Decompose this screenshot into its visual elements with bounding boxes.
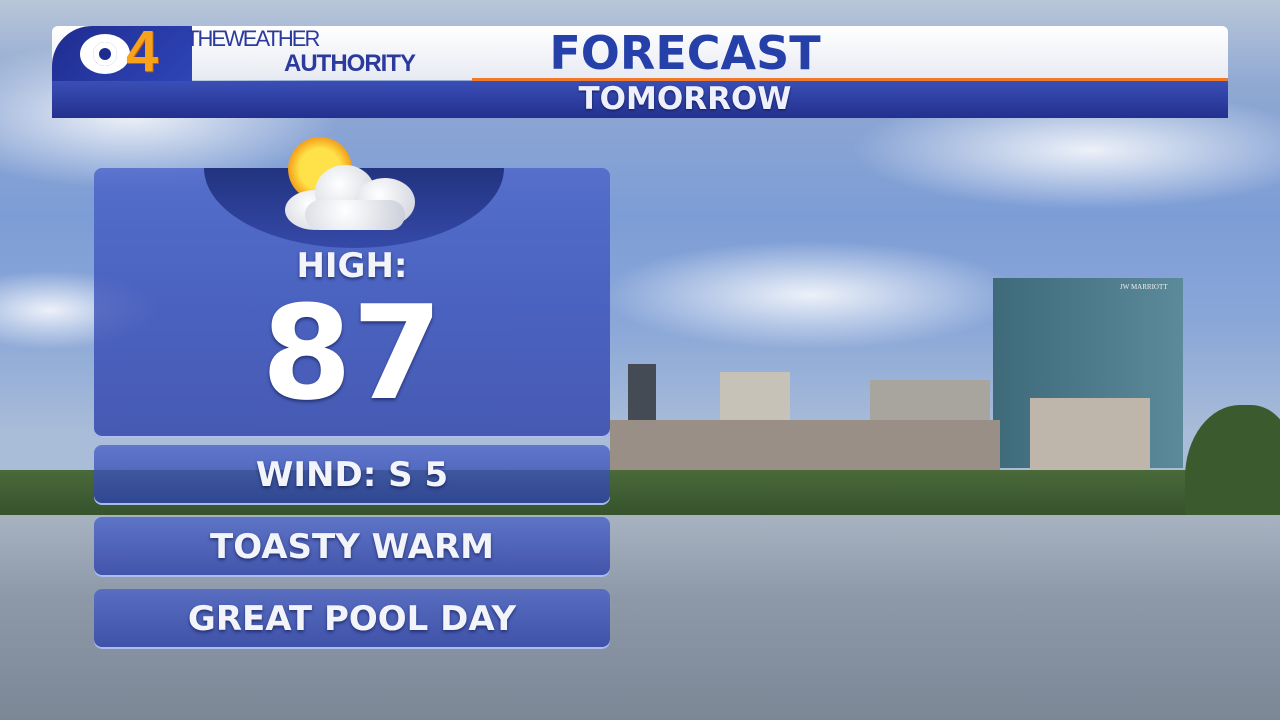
page-subtitle: TOMORROW [578,81,792,117]
page-title: FORECAST [549,26,821,80]
brand-line1: THEWEATHER [186,26,320,51]
cbs-eye-icon [80,34,130,74]
station-logo: 4 [52,20,192,84]
description-panel: TOASTY WARM [94,517,610,577]
building [628,364,656,424]
high-value: 87 [261,277,443,429]
description-text: TOASTY WARM [210,527,494,567]
header-banner: 4 THEWEATHER AUTHORITY FORECAST TOMORROW [52,20,1228,118]
brand-line2: AUTHORITY [284,50,416,77]
building-sign: JW MARRIOTT [1120,283,1168,291]
high-label: HIGH: [296,246,408,286]
channel-number: 4 [126,19,159,84]
note-text: GREAT POOL DAY [187,599,517,639]
wind-text: WIND: S 5 [255,455,449,495]
note-panel: GREAT POOL DAY [94,589,610,649]
building [1030,398,1150,473]
wind-panel: WIND: S 5 [94,445,610,505]
